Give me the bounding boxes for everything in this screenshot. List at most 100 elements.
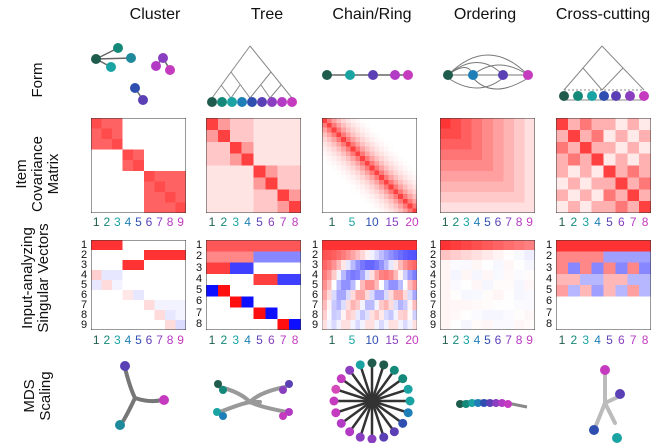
spoke — [348, 369, 374, 402]
matrix-cell — [345, 156, 351, 161]
matrix-cell — [322, 194, 327, 199]
matrix-cell — [277, 153, 290, 166]
matrix-cell — [355, 118, 360, 123]
singular-cell — [326, 270, 332, 280]
matrix-cell — [450, 202, 462, 213]
matrix-cell — [639, 141, 651, 154]
matrix-cell — [379, 203, 384, 209]
matrix-cell — [364, 194, 370, 199]
row-index-label: 8 — [312, 309, 319, 321]
matrix-cell — [164, 139, 176, 150]
singular-cell — [265, 296, 278, 308]
singular-cell — [143, 240, 155, 250]
singular-cell — [492, 270, 504, 280]
spoke — [370, 400, 396, 433]
matrix-cell — [482, 128, 493, 140]
singular-cell — [374, 260, 379, 270]
matrix-cell — [412, 179, 417, 185]
matrix-cell — [450, 118, 462, 129]
matrix-cell — [412, 151, 417, 156]
matrix-cell — [331, 208, 337, 213]
ring-node — [398, 374, 408, 384]
singular-cell — [289, 285, 301, 297]
matrix-cell — [492, 128, 504, 140]
matrix-cell — [383, 122, 389, 128]
singular-cell — [393, 250, 398, 260]
singular-cell — [513, 250, 525, 260]
singular-cell — [122, 240, 134, 250]
singular-cell — [603, 307, 616, 319]
singular-cell — [217, 240, 230, 252]
matrix-cell — [412, 156, 417, 161]
singular-cell — [265, 251, 278, 263]
row-index-label: 5 — [546, 284, 553, 296]
row-index-label: 8 — [430, 309, 437, 321]
singular-cell — [326, 280, 332, 290]
tick-label: 1 — [558, 215, 566, 229]
matrix-cell — [164, 202, 176, 213]
singular-cell — [369, 270, 375, 280]
row-index-label: 4 — [81, 269, 88, 281]
singular-cell — [369, 280, 375, 290]
matrix-cell — [398, 189, 403, 194]
singular-cell — [450, 290, 462, 300]
matrix-cell — [450, 160, 462, 171]
singular-cell — [253, 262, 266, 274]
matrix-cell — [388, 122, 394, 128]
matrix-cell — [331, 146, 337, 152]
tick-label: 7 — [505, 333, 512, 347]
matrix-cell — [603, 165, 616, 178]
matrix-cell — [355, 194, 360, 199]
singular-cell — [345, 320, 351, 330]
singular-cell — [154, 260, 165, 270]
matrix-cell — [407, 146, 413, 152]
matrix-cell — [369, 203, 375, 209]
singular-cell — [143, 320, 155, 330]
ring-node — [403, 384, 413, 394]
singular-cell — [322, 270, 327, 280]
singular-cell — [412, 310, 417, 320]
matrix-cell — [322, 203, 327, 209]
spoke — [371, 377, 404, 403]
matrix-cell — [326, 175, 332, 180]
matrix-cell — [383, 203, 389, 209]
row-index-label: 1 — [546, 239, 553, 251]
matrix-cell — [383, 165, 389, 171]
singular-cell — [579, 262, 592, 274]
singular-cell — [133, 290, 144, 300]
matrix-cell — [579, 189, 592, 202]
singular-cell — [341, 270, 346, 280]
matrix-cell — [350, 208, 356, 213]
matrix-cell — [412, 203, 417, 209]
singular-cell — [241, 307, 254, 319]
matrix-cell — [383, 146, 389, 152]
singular-cell — [627, 262, 640, 274]
singular-cell — [164, 260, 176, 270]
singular-cell — [253, 240, 266, 252]
singular-cell — [175, 270, 186, 280]
form-cross — [552, 38, 662, 113]
singular-cell — [627, 251, 640, 263]
singular-cell — [164, 300, 176, 310]
singular-cell — [277, 262, 290, 274]
singular-cell — [503, 240, 514, 250]
singular-cell — [383, 320, 389, 330]
row-title-mds-line1: MDS — [21, 379, 38, 413]
matrix-cell — [388, 194, 394, 199]
singular-cell — [336, 240, 341, 250]
singular-cell — [122, 250, 134, 260]
matrix-cell — [322, 184, 327, 190]
matrix-cell — [229, 141, 242, 154]
singular-cell — [175, 320, 186, 330]
matrix-cell — [503, 128, 514, 140]
row-index-label: 9 — [81, 319, 88, 331]
matrix-cell — [341, 156, 346, 161]
matrix-cell — [253, 141, 266, 154]
matrix-cell — [556, 129, 568, 142]
matrix-cell — [393, 165, 398, 171]
ring-node — [367, 434, 377, 443]
matrix-cell — [217, 177, 230, 190]
matrix-cell — [398, 194, 403, 199]
matrix-cell — [440, 139, 451, 150]
